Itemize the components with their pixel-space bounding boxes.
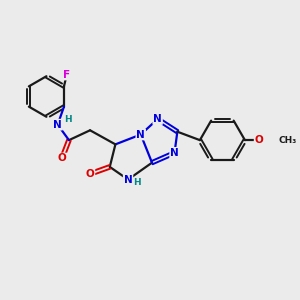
Text: N: N	[53, 120, 62, 130]
Text: O: O	[58, 153, 66, 164]
Text: H: H	[133, 178, 140, 188]
Text: N: N	[153, 114, 162, 124]
Text: CH₃: CH₃	[279, 136, 297, 145]
Text: H: H	[64, 115, 71, 124]
Text: N: N	[124, 175, 132, 184]
Text: F: F	[63, 70, 70, 80]
Text: O: O	[86, 169, 94, 179]
Text: N: N	[136, 130, 145, 140]
Text: O: O	[255, 135, 263, 145]
Text: N: N	[170, 148, 179, 158]
